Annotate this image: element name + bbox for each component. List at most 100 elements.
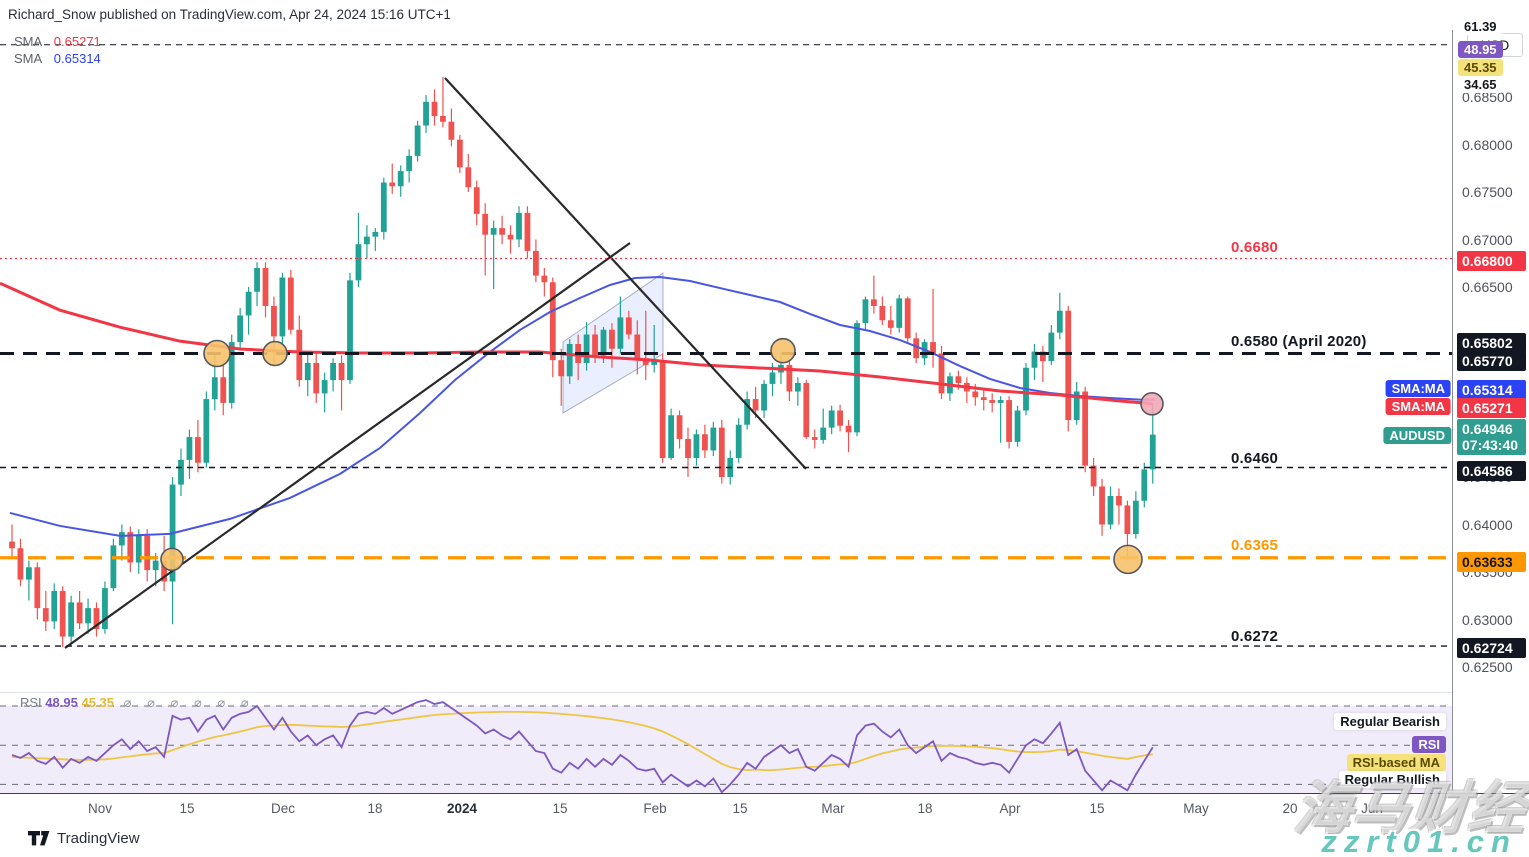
candle-body bbox=[820, 427, 827, 440]
candle-body bbox=[718, 427, 725, 477]
time-axis-label: Dec bbox=[270, 801, 296, 816]
candle-body bbox=[152, 560, 159, 571]
candle-body bbox=[862, 299, 869, 324]
rsi-value-badge: 45.35 bbox=[1458, 59, 1503, 76]
time-axis-label: 15 bbox=[732, 801, 748, 816]
tradingview-logo[interactable]: TradingView bbox=[28, 830, 140, 847]
candle-body bbox=[364, 236, 370, 245]
candle-body bbox=[110, 545, 117, 589]
price-axis[interactable]: USD 0.685000.680000.675000.670000.665000… bbox=[1383, 30, 1529, 793]
price-badge-0.65271: 0.65271 bbox=[1457, 398, 1526, 418]
candle-body bbox=[465, 167, 472, 188]
candle-body bbox=[566, 344, 573, 377]
candle-body bbox=[811, 437, 818, 440]
candle-body bbox=[642, 358, 649, 365]
candle-body bbox=[1006, 400, 1012, 442]
candle-body bbox=[68, 602, 75, 637]
candle-body bbox=[769, 372, 776, 384]
rsi-ma-line bbox=[11, 710, 1153, 771]
legend-sma-200[interactable]: SMA 0.65271 bbox=[14, 33, 101, 50]
candle-body bbox=[228, 342, 235, 403]
axis-series-label-SMA:MA: SMA:MA bbox=[1385, 398, 1451, 415]
tradingview-logo-icon bbox=[28, 831, 50, 846]
candle-body bbox=[279, 277, 286, 337]
candle-body bbox=[135, 535, 142, 563]
candle-body bbox=[499, 228, 505, 235]
candle-body bbox=[794, 382, 801, 392]
price-pane[interactable]: SMA 0.65271 SMA 0.65314 0.6680 0.6580 (Ap… bbox=[0, 30, 1452, 693]
candle-body bbox=[203, 399, 210, 463]
candle-body bbox=[42, 608, 49, 622]
candle-body bbox=[1107, 496, 1114, 525]
rsi-value: 48.95 bbox=[45, 695, 78, 710]
rsi-right-label: RSI-based MA bbox=[1346, 754, 1446, 771]
candle-body bbox=[592, 334, 598, 356]
candle-body bbox=[144, 535, 151, 571]
rsi-pane[interactable]: RSI 48.95 45.35 ⌀ ⌀ ⌀ ⌀ ⌀ ⌀ Regular Bear… bbox=[0, 695, 1452, 793]
candle-body bbox=[245, 291, 252, 316]
candle-body bbox=[887, 320, 894, 328]
candle-body bbox=[549, 282, 556, 361]
rsi-band bbox=[0, 706, 1452, 793]
candle-body bbox=[482, 213, 489, 235]
legend-sma-50[interactable]: SMA 0.65314 bbox=[14, 50, 101, 67]
trendline bbox=[444, 77, 807, 470]
rsi-chart-canvas[interactable] bbox=[0, 695, 1452, 793]
candle-body bbox=[609, 329, 615, 349]
time-axis-label: 15 bbox=[552, 801, 568, 816]
candle-body bbox=[380, 182, 387, 232]
rsi-legend[interactable]: RSI 48.95 45.35 ⌀ ⌀ ⌀ ⌀ ⌀ ⌀ bbox=[20, 695, 255, 711]
candle-body bbox=[744, 399, 751, 425]
candle-body bbox=[1065, 310, 1072, 420]
candle-body bbox=[1048, 332, 1055, 362]
candle-body bbox=[676, 415, 683, 439]
candle-body bbox=[85, 608, 91, 624]
candle-body bbox=[423, 101, 429, 126]
price-axis-tick: 0.63000 bbox=[1462, 611, 1513, 628]
candle-body bbox=[972, 391, 979, 398]
price-badge-0.65314: 0.65314 bbox=[1457, 380, 1526, 400]
candle-body bbox=[1099, 486, 1105, 525]
candle-body bbox=[837, 410, 843, 426]
orange-circle-marker bbox=[262, 340, 288, 367]
time-axis-label: Apr bbox=[999, 801, 1021, 816]
candle-body bbox=[524, 212, 531, 251]
candle-body bbox=[735, 424, 742, 458]
candle-body bbox=[456, 139, 463, 168]
price-level-label: 0.6680 bbox=[1231, 239, 1279, 256]
price-chart-canvas[interactable] bbox=[0, 30, 1452, 693]
time-axis-label: 18 bbox=[917, 801, 933, 816]
candle-body bbox=[17, 548, 24, 580]
rsi-right-label: Regular Bullish bbox=[1338, 771, 1446, 788]
time-axis-label: 20 bbox=[1282, 801, 1298, 816]
candle-body bbox=[871, 299, 877, 306]
candle-body bbox=[1141, 469, 1148, 501]
candle-body bbox=[693, 434, 700, 458]
candle-body bbox=[118, 532, 125, 546]
candle-body bbox=[651, 361, 658, 365]
price-badge-0.65770: 0.65770 bbox=[1457, 351, 1526, 371]
time-axis[interactable]: Nov 15 Dec 18 2024 15 Feb 15 Mar 18 Apr 15 May 20 Jun bbox=[0, 793, 1529, 826]
candle-body bbox=[997, 400, 1004, 403]
candle-body bbox=[347, 280, 353, 381]
candle-body bbox=[1040, 351, 1046, 362]
price-axis-tick: 0.67000 bbox=[1462, 231, 1513, 248]
time-axis-label: 18 bbox=[367, 801, 383, 816]
candle-body bbox=[127, 532, 134, 563]
candle-body bbox=[490, 228, 497, 235]
price-axis-tick: 0.68500 bbox=[1462, 89, 1513, 105]
tradingview-logo-text: TradingView bbox=[57, 830, 140, 847]
candle-body bbox=[406, 155, 413, 172]
rsi-value-badge: 48.95 bbox=[1458, 41, 1503, 58]
candle-body bbox=[761, 383, 767, 411]
pane-separator[interactable] bbox=[0, 692, 1452, 693]
sma-50-line bbox=[9, 276, 1155, 537]
candle-body bbox=[1149, 434, 1156, 470]
watermark-url: zzrt01.cn bbox=[1321, 824, 1517, 857]
orange-circle-marker bbox=[160, 547, 184, 572]
candle-body bbox=[1132, 500, 1139, 534]
candle-body bbox=[955, 376, 962, 383]
candle-body bbox=[702, 434, 708, 451]
price-badge-0.62724: 0.62724 bbox=[1457, 638, 1526, 658]
